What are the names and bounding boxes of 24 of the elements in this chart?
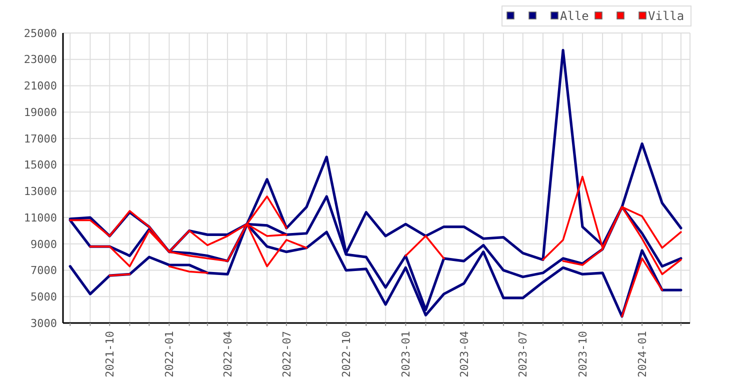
x-tick-label: 2023-01	[400, 331, 412, 378]
x-tick-label: 2023-04	[458, 330, 471, 378]
x-tick-label: 2021-10	[103, 331, 116, 378]
x-tick-label: 2023-07	[516, 331, 530, 378]
x-tick-label: 2023-10	[576, 331, 590, 378]
x-tick-label: 2022-07	[280, 331, 294, 378]
y-tick-label: 9000	[30, 238, 57, 251]
y-tick-label: 23000	[24, 53, 57, 66]
y-tick-label: 21000	[24, 80, 57, 93]
legend-label: Alle	[560, 9, 589, 23]
legend-label: Villa	[648, 9, 684, 23]
y-tick-label: 13000	[24, 185, 57, 198]
y-tick-label: 19000	[24, 106, 57, 119]
y-tick-label: 5000	[30, 290, 57, 304]
x-tick-label: 2022-04	[221, 330, 234, 378]
y-tick-label: 17000	[24, 132, 57, 146]
x-tick-label: 2022-01	[163, 331, 176, 378]
x-tick-label: 2022-10	[340, 331, 353, 378]
y-tick-label: 3000	[30, 316, 57, 330]
y-tick-label: 7000	[30, 264, 57, 278]
y-tick-label: 11000	[24, 211, 57, 224]
y-tick-label: 15000	[24, 158, 57, 172]
x-tick-label: 2024-01	[636, 331, 649, 378]
y-tick-label: 25000	[24, 26, 57, 40]
